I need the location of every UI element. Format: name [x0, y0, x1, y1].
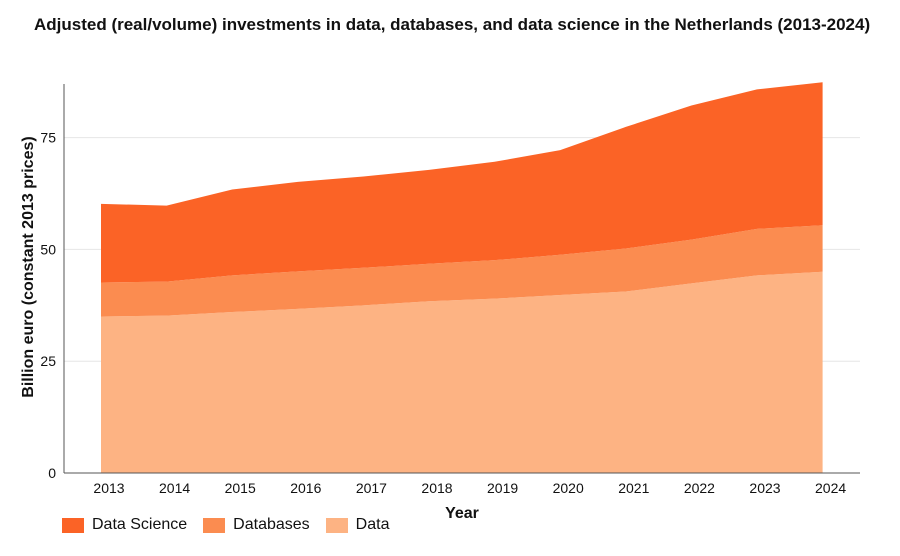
y-axis-label: Billion euro (constant 2013 prices) — [20, 136, 37, 397]
x-tick-label-2017: 2017 — [356, 480, 387, 496]
y-tick-label-75: 75 — [40, 130, 56, 146]
x-tick-label-2015: 2015 — [225, 480, 256, 496]
area-databases — [101, 225, 823, 317]
x-tick-label-2013: 2013 — [93, 480, 124, 496]
y-tick-label-25: 25 — [40, 353, 56, 369]
x-tick-label-2014: 2014 — [159, 480, 190, 496]
x-tick-label-2022: 2022 — [684, 480, 715, 496]
x-tick-label-2018: 2018 — [421, 480, 452, 496]
x-tick-label-2024: 2024 — [815, 480, 846, 496]
legend-item-data: Data — [325, 516, 390, 534]
axes — [63, 84, 860, 474]
legend-swatch-data — [325, 517, 348, 533]
x-tick-label-2020: 2020 — [553, 480, 584, 496]
legend-label-data-science: Data Science — [92, 516, 188, 533]
legend-item-data-science: Data Science — [62, 516, 187, 534]
legend-label-databases: Databases — [233, 516, 310, 533]
x-tick-label-2021: 2021 — [618, 480, 649, 496]
area-series — [101, 82, 823, 473]
legend-swatch-data-science — [62, 517, 84, 533]
chart-title: Adjusted (real/volume) investments in da… — [34, 15, 871, 34]
x-tick-label-2019: 2019 — [487, 480, 518, 496]
x-tick-label-2023: 2023 — [749, 480, 780, 496]
tick-labels: 0 25 50 75 2013 2014 2015 2016 2017 2018 2019 2020 2… — [40, 130, 846, 496]
y-tick-label-50: 50 — [40, 241, 56, 257]
y-tick-label-0: 0 — [48, 465, 56, 481]
x-tick-label-2016: 2016 — [290, 480, 321, 496]
area-data — [101, 271, 823, 473]
legend: Data Science Databases Data — [62, 516, 405, 534]
area-data-science — [101, 82, 823, 283]
legend-label-data: Data — [355, 516, 390, 533]
legend-item-databases: Databases — [203, 516, 310, 534]
legend-swatch-databases — [203, 517, 226, 533]
x-axis-label: Year — [445, 505, 479, 522]
